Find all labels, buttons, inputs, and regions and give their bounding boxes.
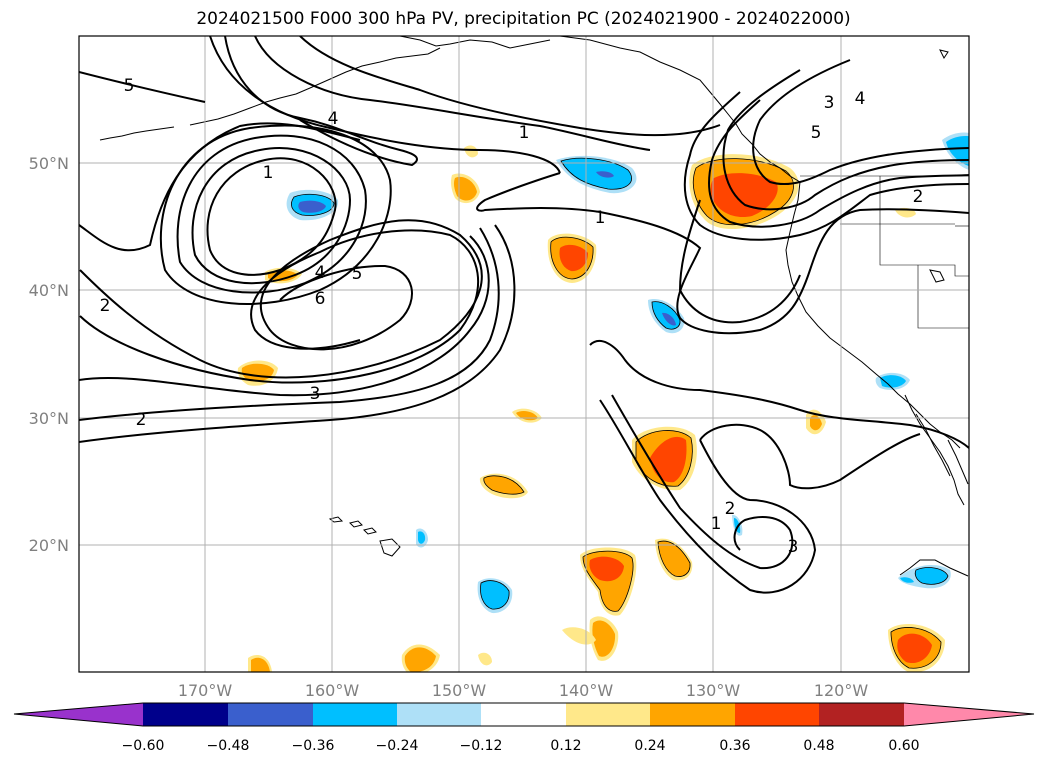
colorbar-segment (228, 703, 313, 726)
negative-anomaly-areas (286, 132, 969, 614)
svg-text:4: 4 (315, 263, 326, 283)
svg-text:5: 5 (352, 264, 363, 284)
colorbar-segment (313, 703, 397, 726)
lon-label: 140°W (559, 681, 614, 700)
lon-label: 120°W (814, 681, 869, 700)
lat-label: 20°N (29, 536, 69, 555)
svg-text:2: 2 (913, 187, 924, 207)
colorbar-segment (566, 703, 650, 726)
svg-text:1: 1 (595, 208, 606, 228)
map-title: 2024021500 F000 300 hPa PV, precipitatio… (196, 9, 851, 29)
longitude-labels: 170°W 160°W 150°W 140°W 130°W 120°W (178, 681, 869, 700)
colorbar-segment (481, 703, 566, 726)
colorbar-label: −0.24 (376, 738, 419, 754)
svg-text:1: 1 (711, 514, 722, 534)
lat-label: 40°N (29, 281, 69, 300)
map-panel: 5 4 1 1 4 5 6 3 2 2 1 3 4 5 2 2 1 3 (79, 36, 969, 672)
lon-label: 130°W (686, 681, 741, 700)
colorbar-extend-high (904, 703, 1034, 726)
colorbar-label: 0.12 (550, 738, 581, 754)
pv-contour-labels: 5 4 1 1 4 5 6 3 2 2 1 3 4 5 2 2 1 3 (100, 76, 924, 557)
colorbar-segment (650, 703, 735, 726)
svg-text:3: 3 (788, 537, 799, 557)
lat-label: 50°N (29, 154, 69, 173)
shading-outlines (291, 157, 949, 669)
colorbar-label: 0.48 (803, 738, 834, 754)
svg-text:5: 5 (811, 123, 822, 143)
svg-text:3: 3 (310, 384, 321, 404)
svg-text:2: 2 (725, 499, 736, 519)
colorbar-label: 0.36 (719, 738, 750, 754)
pv-contours (79, 36, 969, 594)
map-frame (78, 35, 970, 673)
colorbar-label: −0.36 (292, 738, 335, 754)
colorbar-segment (735, 703, 819, 726)
colorbar-labels: −0.60 −0.48 −0.36 −0.24 −0.12 0.12 0.24 … (122, 738, 920, 754)
colorbar-label: −0.48 (207, 738, 250, 754)
svg-text:4: 4 (328, 109, 339, 129)
svg-text:2: 2 (100, 296, 111, 316)
colorbar-segment (143, 703, 228, 726)
colorbar (13, 702, 1035, 727)
svg-text:4: 4 (855, 89, 866, 109)
colorbar-label: −0.12 (460, 738, 503, 754)
svg-text:2: 2 (136, 410, 147, 430)
colorbar-label: 0.60 (888, 738, 919, 754)
colorbar-label: 0.24 (634, 738, 665, 754)
lon-label: 160°W (305, 681, 360, 700)
svg-text:6: 6 (315, 289, 326, 309)
svg-text:5: 5 (124, 76, 135, 96)
colorbar-segment (397, 703, 481, 726)
latitude-labels: 50°N 40°N 30°N 20°N (29, 154, 69, 555)
colorbar-extend-low (14, 703, 143, 726)
colorbar-label: −0.60 (122, 738, 165, 754)
lon-label: 170°W (178, 681, 233, 700)
svg-text:1: 1 (263, 163, 274, 183)
lon-label: 150°W (432, 681, 487, 700)
lat-label: 30°N (29, 409, 69, 428)
svg-text:3: 3 (824, 93, 835, 113)
colorbar-segment (819, 703, 904, 726)
svg-text:1: 1 (519, 123, 530, 143)
